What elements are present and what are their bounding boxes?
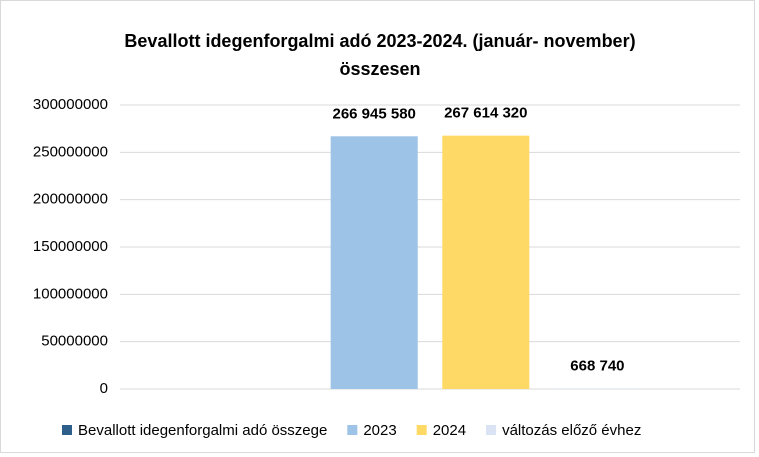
bar — [330, 136, 418, 389]
y-tick-label: 250000000 — [33, 143, 108, 160]
data-label: 267 614 320 — [444, 105, 527, 122]
legend-label: változás előző évhez — [502, 422, 641, 439]
y-tick-label: 150000000 — [33, 238, 108, 255]
y-tick-label: 0 — [100, 380, 108, 397]
bar — [553, 388, 641, 389]
y-tick-label: 300000000 — [33, 96, 108, 113]
y-tick-label: 100000000 — [33, 285, 108, 302]
bar — [442, 135, 530, 389]
legend-label: Bevallott idegenforgalmi adó összege — [78, 422, 327, 439]
legend-marker — [62, 425, 72, 435]
legend-label: 2024 — [433, 422, 466, 439]
chart-title: Bevallott idegenforgalmi adó 2023-2024. … — [124, 31, 635, 51]
chart-title: összesen — [339, 59, 420, 79]
legend-label: 2023 — [363, 422, 396, 439]
y-tick-label: 200000000 — [33, 191, 108, 208]
legend-marker — [416, 425, 427, 435]
data-label: 266 945 580 — [332, 105, 415, 122]
legend-marker — [486, 425, 497, 435]
legend-marker — [347, 425, 358, 435]
y-tick-label: 50000000 — [41, 333, 108, 350]
data-label: 668 740 — [570, 357, 624, 374]
